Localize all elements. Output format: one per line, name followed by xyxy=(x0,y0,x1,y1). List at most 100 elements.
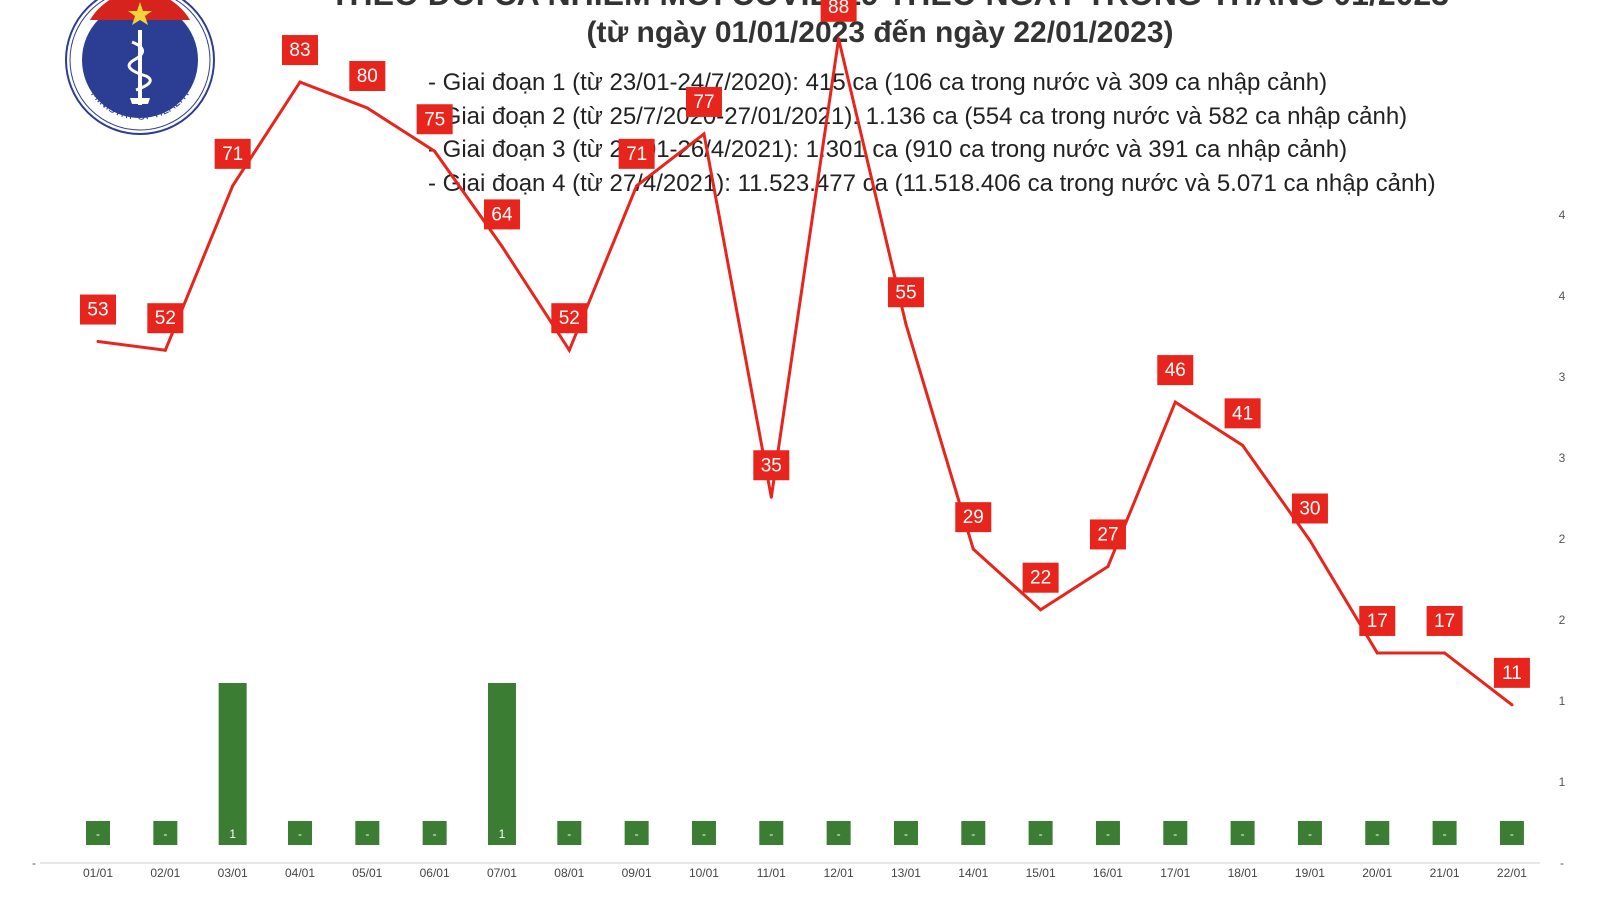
x-tick-label: 18/01 xyxy=(1228,866,1258,880)
line-label-box xyxy=(685,86,722,117)
line-data-label: 71 xyxy=(222,144,243,165)
line-data-label: 53 xyxy=(87,300,108,321)
bar-data-label: - xyxy=(96,827,100,841)
line-label-box xyxy=(80,294,116,325)
bar-mark xyxy=(759,821,784,845)
line-data-label: 64 xyxy=(491,204,513,225)
line-data-label: 77 xyxy=(693,92,714,113)
line-data-label: 29 xyxy=(963,507,984,528)
line-point xyxy=(163,348,167,352)
line-point xyxy=(96,340,100,344)
bar-data-label: - xyxy=(1241,827,1245,841)
bar-mark xyxy=(826,821,851,845)
right-axis-tick-label: 1 xyxy=(1559,694,1566,708)
line-data-label: 52 xyxy=(559,308,580,329)
line-point xyxy=(500,244,504,248)
bar-data-label: - xyxy=(1443,827,1447,841)
bar-mark xyxy=(691,821,716,845)
right-axis-tick-label: 2 xyxy=(1559,613,1566,627)
line-label-box xyxy=(1089,519,1126,550)
line-label-box xyxy=(1157,355,1194,386)
x-tick-label: 12/01 xyxy=(824,866,854,880)
line-point xyxy=(298,80,302,84)
x-tick-label: 14/01 xyxy=(958,866,988,880)
series-line xyxy=(97,38,1513,707)
line-point xyxy=(567,348,571,352)
line-label-box xyxy=(483,199,520,230)
bar-mark xyxy=(893,821,918,845)
line-data-label: 71 xyxy=(626,144,647,165)
line-point xyxy=(1308,539,1312,542)
line-label-box xyxy=(147,303,184,334)
x-tick-label: 19/01 xyxy=(1295,866,1325,880)
x-tick-label: 03/01 xyxy=(218,866,248,880)
bar-data-label: - xyxy=(1375,827,1379,841)
bar-mark xyxy=(1163,821,1188,845)
line-data-label: 83 xyxy=(289,40,310,61)
x-tick-label: 22/01 xyxy=(1497,866,1527,880)
bar-mark xyxy=(1028,821,1053,845)
x-tick-label: 09/01 xyxy=(622,866,652,880)
line-data-label: 55 xyxy=(895,282,916,303)
line-label-box xyxy=(1426,605,1463,636)
x-tick-label: 04/01 xyxy=(285,866,315,880)
line-label-box xyxy=(551,303,588,334)
x-tick-label: 15/01 xyxy=(1026,866,1056,880)
bar-data-label: - xyxy=(1173,827,1177,841)
line-point xyxy=(1039,608,1043,612)
left-axis-zero-label: - xyxy=(32,856,36,870)
bar-data-label: 1 xyxy=(499,827,506,841)
line-data-label: 30 xyxy=(1299,499,1320,520)
right-axis-tick-label: 3 xyxy=(1559,370,1566,384)
note-phase-4: - Giai đoạn 4 (từ 27/4/2021): 11.523.477… xyxy=(428,169,1436,197)
x-tick-label: 08/01 xyxy=(554,866,584,880)
line-point xyxy=(1443,651,1447,655)
bar-data-label: - xyxy=(702,827,706,841)
line-data-label: 80 xyxy=(357,66,378,87)
line-data-label: 11 xyxy=(1502,663,1522,684)
bar-mark xyxy=(1230,821,1255,845)
line-data-label: 22 xyxy=(1030,568,1051,589)
line-point xyxy=(1375,651,1379,655)
bar-data-label: - xyxy=(365,827,369,841)
x-tick-label: 11/01 xyxy=(757,866,786,880)
bar-data-label: - xyxy=(1510,827,1514,841)
chart-title: THEO DÕI CA NHIỄM MỚI COVID-19 THEO NGÀY… xyxy=(330,0,1449,12)
bar-data-label: - xyxy=(1106,827,1110,841)
bar-mark xyxy=(422,821,447,845)
bar-data-label: - xyxy=(904,827,908,841)
bar-data-label: - xyxy=(163,827,167,841)
bar-mark xyxy=(1365,821,1390,845)
line-label-box xyxy=(1359,605,1396,636)
bar-mark xyxy=(86,821,110,845)
line-label-box xyxy=(1022,562,1059,593)
line-point xyxy=(904,322,908,326)
line-point xyxy=(365,106,369,110)
line-label-box xyxy=(281,35,318,66)
bar-data-label: - xyxy=(567,827,571,841)
line-data-label: 27 xyxy=(1097,524,1118,545)
bar-mark xyxy=(1499,821,1524,845)
bar-mark xyxy=(557,821,582,845)
right-axis-tick-label: 1 xyxy=(1559,775,1566,789)
x-tick-label: 06/01 xyxy=(420,866,450,880)
x-tick-label: 02/01 xyxy=(150,866,180,880)
line-data-label: 75 xyxy=(424,109,445,130)
bar-mark xyxy=(1095,821,1120,845)
line-point xyxy=(971,547,975,551)
line-data-label: 41 xyxy=(1232,403,1253,424)
line-data-label: 17 xyxy=(1434,611,1455,632)
right-axis-tick-label: 2 xyxy=(1559,532,1566,546)
line-data-label: 52 xyxy=(155,308,176,329)
x-tick-label: 01/01 xyxy=(83,866,113,880)
bar-data-label: - xyxy=(1308,827,1312,841)
line-point xyxy=(1173,400,1177,404)
right-axis-tick-label: 3 xyxy=(1559,451,1566,465)
x-tick-label: 13/01 xyxy=(891,866,921,880)
x-tick-label: 20/01 xyxy=(1362,866,1392,880)
bar-data-label: - xyxy=(298,827,302,841)
phase-notes: - Giai đoạn 1 (từ 23/01-24/7/2020): 415 … xyxy=(428,66,1436,200)
line-data-label: 46 xyxy=(1165,360,1186,381)
bar-mark xyxy=(287,821,312,845)
x-tick-label: 10/01 xyxy=(689,866,719,880)
